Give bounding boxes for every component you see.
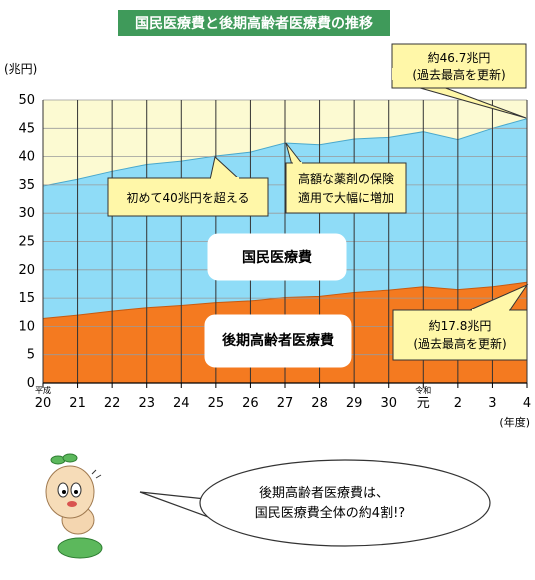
mascot-head: [45, 465, 95, 519]
chart-title: 国民医療費と後期高齢者医療費の推移: [118, 10, 390, 36]
x-axis-unit-label: (年度): [499, 415, 530, 429]
y-tick-label: 15: [18, 291, 35, 306]
annotation-over40: 初めて40兆円を超える: [127, 190, 250, 205]
series-label-elderly: 後期高齢者医療費: [222, 332, 334, 349]
callout-max-elderly: [392, 309, 528, 361]
label-box-elderly: [204, 314, 352, 368]
y-tick-label: 20: [18, 263, 35, 278]
annotation-max-elderly-note: (過去最高を更新): [413, 336, 506, 351]
x-tick-label: 27: [277, 396, 294, 411]
y-tick-label: 40: [18, 150, 35, 165]
x-tick-label: 20: [35, 396, 52, 411]
x-tick-label: 29: [346, 396, 363, 411]
callout-over40: [107, 177, 269, 217]
mascot-leaf: [62, 453, 78, 463]
annotation-drug-line1: 高額な薬剤の保険: [298, 171, 394, 186]
annotation-max-elderly-value: 約17.8兆円: [429, 318, 492, 333]
mascot-eye: [57, 482, 69, 498]
x-tick-label: 23: [138, 396, 155, 411]
era-label: 平成: [35, 385, 51, 395]
annotation-drug-line2: 適用で大幅に増加: [298, 190, 394, 205]
x-tick-label: 2: [454, 396, 462, 411]
x-tick-label: 22: [104, 396, 121, 411]
y-tick-label: 10: [18, 319, 35, 334]
mascot-pupil: [74, 490, 78, 494]
mascot-motion-lines: [91, 469, 102, 479]
x-tick-label: 21: [69, 396, 86, 411]
x-tick-label: 元: [417, 396, 430, 411]
mascot-character: [45, 453, 103, 559]
annotation-max-total-value: 約46.7兆円: [428, 50, 491, 65]
x-tick-label: 24: [173, 396, 190, 411]
x-tick-label: 4: [523, 396, 531, 411]
x-tick-label: 26: [242, 396, 259, 411]
y-tick-label: 30: [18, 206, 35, 221]
series-label-total: 国民医療費: [242, 249, 312, 266]
y-tick-label: 50: [18, 93, 35, 108]
x-tick-label: 28: [311, 396, 328, 411]
mascot-mouth: [67, 501, 77, 507]
y-tick-label: 5: [27, 348, 35, 363]
callout-drug: [285, 162, 407, 214]
speech-text-line2: 国民医療費全体の約4割!?: [255, 505, 405, 521]
speech-text-line1: 後期高齢者医療費は、: [259, 485, 389, 501]
y-tick-label: 25: [18, 235, 35, 250]
label-box-total: [207, 233, 347, 281]
era-label: 令和: [415, 385, 431, 395]
annotation-max-total-note: (過去最高を更新): [412, 67, 505, 82]
mascot-legs: [57, 537, 103, 559]
x-tick-label: 25: [208, 396, 225, 411]
y-tick-label: 0: [27, 376, 35, 391]
speech-bubble: [199, 459, 491, 547]
mascot-pupil: [62, 490, 66, 494]
x-tick-label: 30: [380, 396, 397, 411]
callout-max-total: [391, 43, 527, 89]
y-axis-unit-label: (兆円): [4, 62, 37, 76]
y-tick-label: 45: [18, 121, 35, 136]
x-tick-label: 3: [488, 396, 496, 411]
y-tick-label: 35: [18, 178, 35, 193]
